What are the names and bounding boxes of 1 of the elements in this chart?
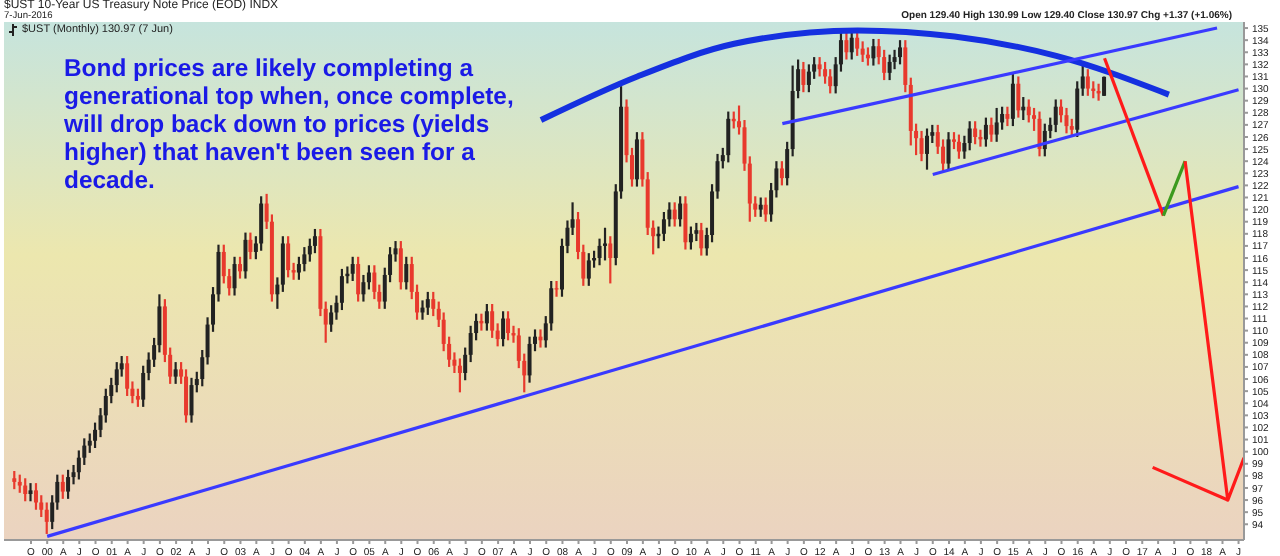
annotation: Bond prices are likely completing a generational top when, once complete, will drop back down to prices (yields higher) that haven't been seen for a decade. [64,54,516,194]
